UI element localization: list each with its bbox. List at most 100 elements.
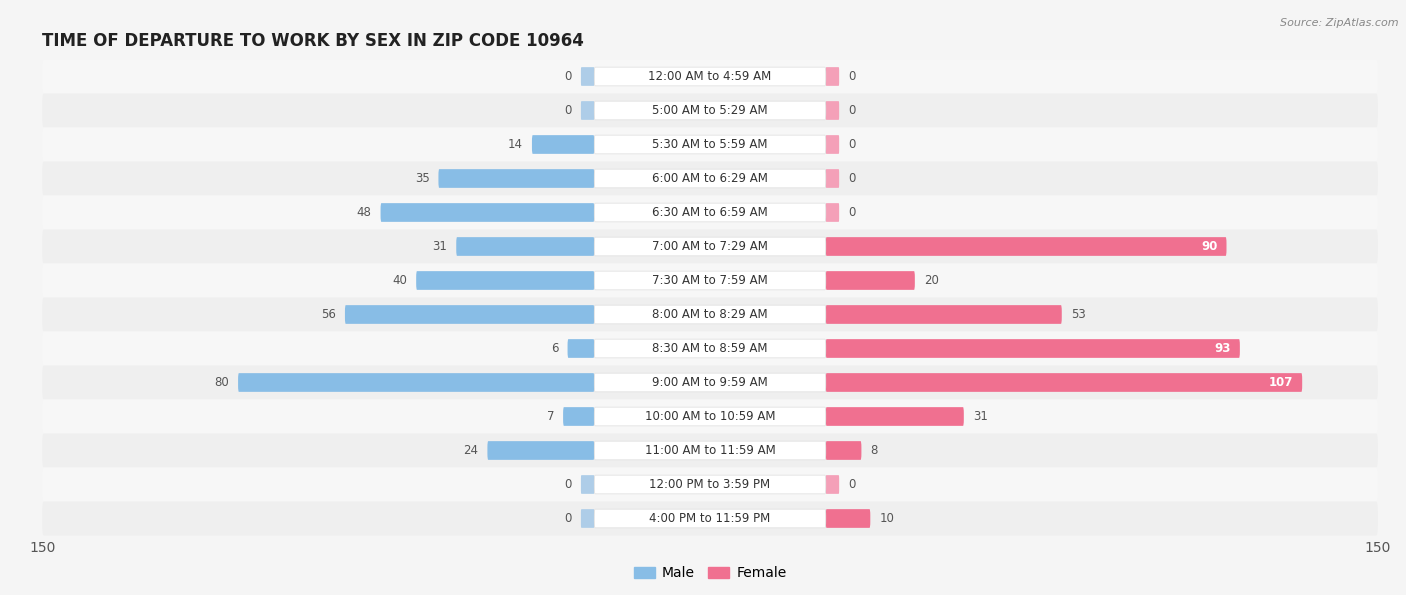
Text: 12:00 PM to 3:59 PM: 12:00 PM to 3:59 PM	[650, 478, 770, 491]
FancyBboxPatch shape	[42, 60, 1378, 93]
FancyBboxPatch shape	[562, 407, 595, 426]
FancyBboxPatch shape	[488, 441, 595, 460]
FancyBboxPatch shape	[42, 161, 1378, 196]
FancyBboxPatch shape	[42, 331, 1378, 365]
FancyBboxPatch shape	[581, 509, 595, 528]
FancyBboxPatch shape	[595, 339, 825, 358]
FancyBboxPatch shape	[595, 203, 825, 222]
FancyBboxPatch shape	[595, 373, 825, 392]
Text: 8:00 AM to 8:29 AM: 8:00 AM to 8:29 AM	[652, 308, 768, 321]
Text: 107: 107	[1268, 376, 1294, 389]
Text: 5:30 AM to 5:59 AM: 5:30 AM to 5:59 AM	[652, 138, 768, 151]
Text: 11:00 AM to 11:59 AM: 11:00 AM to 11:59 AM	[645, 444, 775, 457]
FancyBboxPatch shape	[595, 237, 825, 256]
FancyBboxPatch shape	[42, 502, 1378, 536]
Text: 48: 48	[357, 206, 371, 219]
Text: 5:00 AM to 5:29 AM: 5:00 AM to 5:29 AM	[652, 104, 768, 117]
FancyBboxPatch shape	[825, 203, 839, 222]
Text: 0: 0	[848, 172, 855, 185]
Text: 0: 0	[848, 104, 855, 117]
Text: 0: 0	[848, 138, 855, 151]
Text: 35: 35	[415, 172, 429, 185]
FancyBboxPatch shape	[42, 298, 1378, 331]
Text: 7: 7	[547, 410, 554, 423]
FancyBboxPatch shape	[595, 305, 825, 324]
FancyBboxPatch shape	[825, 373, 1302, 392]
FancyBboxPatch shape	[825, 339, 1240, 358]
FancyBboxPatch shape	[581, 101, 595, 120]
FancyBboxPatch shape	[581, 475, 595, 494]
FancyBboxPatch shape	[825, 237, 1226, 256]
FancyBboxPatch shape	[595, 169, 825, 188]
FancyBboxPatch shape	[595, 407, 825, 426]
FancyBboxPatch shape	[344, 305, 595, 324]
FancyBboxPatch shape	[581, 67, 595, 86]
FancyBboxPatch shape	[595, 67, 825, 86]
Text: 7:30 AM to 7:59 AM: 7:30 AM to 7:59 AM	[652, 274, 768, 287]
Text: 90: 90	[1201, 240, 1218, 253]
FancyBboxPatch shape	[825, 441, 862, 460]
Text: 24: 24	[464, 444, 478, 457]
Text: 6:30 AM to 6:59 AM: 6:30 AM to 6:59 AM	[652, 206, 768, 219]
FancyBboxPatch shape	[42, 365, 1378, 399]
FancyBboxPatch shape	[42, 399, 1378, 434]
Text: 0: 0	[565, 70, 572, 83]
Text: 40: 40	[392, 274, 408, 287]
FancyBboxPatch shape	[42, 230, 1378, 264]
FancyBboxPatch shape	[456, 237, 595, 256]
FancyBboxPatch shape	[42, 196, 1378, 230]
FancyBboxPatch shape	[595, 135, 825, 154]
Text: 53: 53	[1071, 308, 1085, 321]
FancyBboxPatch shape	[42, 264, 1378, 298]
Text: 93: 93	[1215, 342, 1230, 355]
FancyBboxPatch shape	[595, 101, 825, 120]
Text: 31: 31	[973, 410, 987, 423]
FancyBboxPatch shape	[381, 203, 595, 222]
FancyBboxPatch shape	[568, 339, 595, 358]
FancyBboxPatch shape	[825, 305, 1062, 324]
Text: 6: 6	[551, 342, 558, 355]
Text: 4:00 PM to 11:59 PM: 4:00 PM to 11:59 PM	[650, 512, 770, 525]
Text: 8: 8	[870, 444, 877, 457]
FancyBboxPatch shape	[825, 509, 870, 528]
FancyBboxPatch shape	[42, 93, 1378, 127]
Text: 9:00 AM to 9:59 AM: 9:00 AM to 9:59 AM	[652, 376, 768, 389]
Text: Source: ZipAtlas.com: Source: ZipAtlas.com	[1281, 18, 1399, 28]
Text: 7:00 AM to 7:29 AM: 7:00 AM to 7:29 AM	[652, 240, 768, 253]
FancyBboxPatch shape	[825, 135, 839, 154]
Text: 56: 56	[321, 308, 336, 321]
FancyBboxPatch shape	[595, 441, 825, 460]
Text: 10:00 AM to 10:59 AM: 10:00 AM to 10:59 AM	[645, 410, 775, 423]
Text: 0: 0	[848, 206, 855, 219]
Text: 0: 0	[848, 70, 855, 83]
FancyBboxPatch shape	[595, 475, 825, 494]
FancyBboxPatch shape	[531, 135, 595, 154]
FancyBboxPatch shape	[825, 407, 965, 426]
FancyBboxPatch shape	[825, 475, 839, 494]
Text: 0: 0	[565, 104, 572, 117]
FancyBboxPatch shape	[825, 271, 915, 290]
FancyBboxPatch shape	[42, 434, 1378, 468]
Text: 14: 14	[508, 138, 523, 151]
Text: 0: 0	[565, 478, 572, 491]
Text: 6:00 AM to 6:29 AM: 6:00 AM to 6:29 AM	[652, 172, 768, 185]
FancyBboxPatch shape	[825, 101, 839, 120]
FancyBboxPatch shape	[595, 509, 825, 528]
FancyBboxPatch shape	[238, 373, 595, 392]
FancyBboxPatch shape	[825, 169, 839, 188]
FancyBboxPatch shape	[42, 468, 1378, 502]
Legend: Male, Female: Male, Female	[628, 560, 792, 585]
Text: 0: 0	[848, 478, 855, 491]
FancyBboxPatch shape	[42, 127, 1378, 161]
Text: 31: 31	[433, 240, 447, 253]
Text: 8:30 AM to 8:59 AM: 8:30 AM to 8:59 AM	[652, 342, 768, 355]
Text: 80: 80	[215, 376, 229, 389]
Text: TIME OF DEPARTURE TO WORK BY SEX IN ZIP CODE 10964: TIME OF DEPARTURE TO WORK BY SEX IN ZIP …	[42, 32, 583, 49]
Text: 20: 20	[924, 274, 939, 287]
Text: 12:00 AM to 4:59 AM: 12:00 AM to 4:59 AM	[648, 70, 772, 83]
FancyBboxPatch shape	[595, 271, 825, 290]
Text: 0: 0	[565, 512, 572, 525]
Text: 10: 10	[879, 512, 894, 525]
FancyBboxPatch shape	[416, 271, 595, 290]
FancyBboxPatch shape	[439, 169, 595, 188]
